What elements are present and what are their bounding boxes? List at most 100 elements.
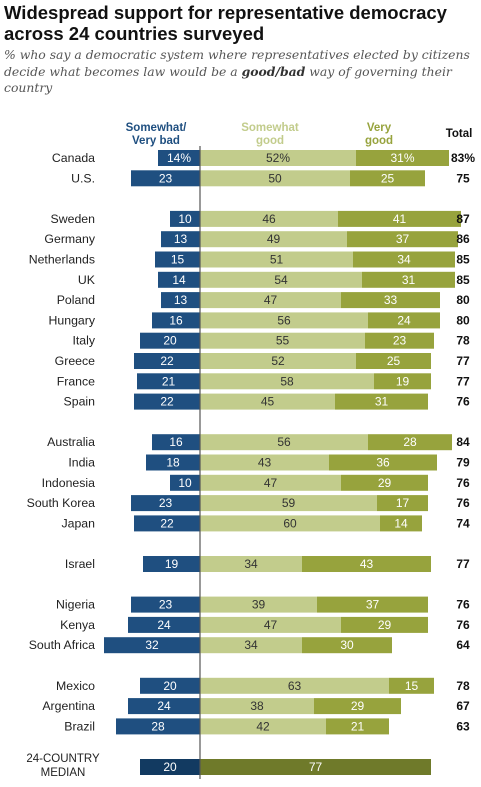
bar-somewhat-good: [200, 454, 329, 471]
subtitle-text: % who say a democratic system where repr…: [4, 47, 470, 79]
bar-label-very-good: 28: [403, 435, 417, 449]
bar-label-somewhat-good: 47: [264, 618, 278, 632]
bar-somewhat-very-bad: [161, 292, 200, 309]
bar-label-very-good: 14: [394, 516, 408, 530]
bar-label-very-good: 31: [375, 395, 389, 409]
bar-label-very-good: 29: [378, 618, 392, 632]
bar-label-somewhat-good: 49: [267, 232, 281, 246]
bar-label-somewhat-good: 58: [280, 374, 294, 388]
bar-somewhat-very-bad: [116, 718, 200, 735]
bar-label-somewhat-good: 47: [264, 293, 278, 307]
country-label: Israel: [65, 557, 95, 571]
bar-somewhat-very-bad: [152, 312, 200, 329]
country-label: Indonesia: [42, 476, 95, 490]
total-value: 75: [456, 171, 470, 185]
country-label: South Korea: [27, 496, 96, 510]
bar-label-very-good: 33: [384, 293, 398, 307]
bar-label-very-good: 24: [397, 313, 411, 327]
bar-somewhat-very-bad: [140, 677, 200, 694]
bar-somewhat-very-bad: [134, 353, 200, 369]
header-very-good-label: good: [365, 135, 393, 147]
bar-very-good: [338, 210, 461, 227]
bar-somewhat-good: [200, 292, 341, 309]
bar-label-bad: 23: [159, 171, 173, 185]
bar-very-good: [356, 353, 431, 369]
bar-very-good: [377, 495, 428, 512]
bar-very-good: [368, 434, 452, 451]
country-label: Kenya: [60, 618, 95, 632]
country-label: Argentina: [42, 699, 95, 713]
bar-very-good: [347, 231, 458, 248]
bar-somewhat-good: [200, 495, 377, 512]
bar-somewhat-very-bad: [137, 373, 200, 390]
bar-somewhat-good: [200, 312, 368, 329]
bar-somewhat-good: [200, 616, 341, 633]
header-bad-label: Very bad: [132, 135, 180, 147]
bar-label-very-good: 29: [378, 476, 392, 490]
bar-label-very-good: 21: [351, 719, 365, 733]
bar-label-very-good: 43: [360, 557, 374, 571]
bar-somewhat-good: [200, 718, 326, 735]
bar-somewhat-very-bad: [131, 495, 200, 512]
bar-somewhat-good: [200, 393, 335, 410]
total-value: 76: [456, 395, 470, 409]
bar-label-bad: 15: [171, 253, 185, 267]
bar-very-good: [374, 373, 431, 390]
bar-label-somewhat-good: 54: [274, 273, 288, 287]
total-value: 67: [456, 699, 470, 713]
bar-label-bad: 28: [151, 719, 165, 733]
country-label: Nigeria: [56, 598, 95, 612]
bar-label-somewhat-good: 39: [252, 598, 266, 612]
bar-label-bad: 32: [145, 638, 159, 652]
chart-subtitle: % who say a democratic system where repr…: [4, 47, 476, 97]
country-label: Poland: [57, 293, 95, 307]
bar-label-very-good: 37: [366, 598, 380, 612]
bar-label-somewhat-good: 46: [262, 212, 276, 226]
median-label-line2: MEDIAN: [41, 767, 86, 779]
bar-somewhat-very-bad: [140, 759, 200, 775]
total-value: 84: [456, 435, 470, 449]
subtitle-text-end: way of governing their country: [4, 63, 452, 96]
bar-label-bad: 19: [165, 557, 179, 571]
country-label: South Africa: [29, 638, 95, 652]
bar-very-good: [368, 312, 440, 329]
bar-somewhat-very-bad: [161, 231, 200, 248]
bar-label-bad: 18: [166, 456, 180, 470]
bar-label-somewhat-good: 60: [283, 516, 297, 530]
bar-label-bad: 10: [178, 212, 192, 226]
country-label: U.S.: [71, 171, 95, 185]
bar-very-good: [350, 170, 425, 187]
bar-label-very-good: 36: [376, 456, 390, 470]
bar-somewhat-good: [200, 271, 362, 288]
country-label: UK: [78, 273, 96, 287]
bar-label-bad: 23: [159, 496, 173, 510]
country-label: France: [57, 374, 95, 388]
total-value: 74: [456, 516, 470, 530]
country-label: Hungary: [49, 313, 96, 327]
country-label: Germany: [44, 232, 95, 246]
bar-label-somewhat-good: 51: [270, 253, 284, 267]
total-value: 63: [456, 719, 470, 733]
bar-somewhat-good: [200, 474, 341, 491]
bar-very-good: [314, 698, 401, 715]
bar-somewhat-very-bad: [155, 251, 200, 268]
bar-very-good: [302, 637, 392, 654]
bar-somewhat-good: [200, 434, 368, 451]
bar-somewhat-very-bad: [128, 616, 200, 633]
bar-somewhat-good: [200, 698, 314, 715]
bar-label-very-good: 29: [351, 699, 365, 713]
bar-label-bad: 24: [157, 699, 171, 713]
bar-label-very-good: 17: [396, 496, 410, 510]
bar-somewhat-good: [200, 637, 302, 654]
bar-somewhat-very-bad: [170, 474, 200, 491]
total-value: 76: [456, 618, 470, 632]
country-label: Italy: [72, 334, 95, 348]
bar-label-somewhat-good: 43: [258, 456, 272, 470]
bar-very-good: [302, 556, 431, 572]
bar-very-good: [380, 515, 422, 532]
bar-label-bad: 22: [160, 516, 174, 530]
bar-somewhat-very-bad: [104, 637, 200, 654]
bar-somewhat-good: [200, 251, 353, 268]
bar-somewhat-very-bad: [134, 515, 200, 532]
